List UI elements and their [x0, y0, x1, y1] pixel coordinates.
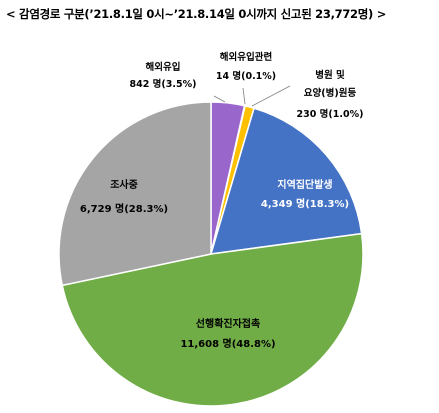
- slice-label-josa: 조사중: [110, 178, 138, 191]
- leader-line-hospital: [251, 85, 291, 107]
- slice-label-gwanryeon: 해외유입관련: [220, 51, 272, 63]
- slice-label-jiyeok: 지역집단발생: [277, 178, 332, 191]
- chart-title: < 감염경로 구분(’21.8.1일 0시~’21.8.14일 0시까지 신고된…: [6, 7, 387, 21]
- slice-label-hospital-line2: 요양(병)원등: [304, 87, 357, 99]
- leader-line-haeoe: [213, 95, 226, 103]
- leader-line-gwanryeon: [242, 87, 246, 105]
- slice-value-jiyeok: 4,349 명(18.3%): [261, 197, 349, 210]
- slice-label-seonhaeng: 선행확진자접촉: [196, 317, 260, 330]
- slice-value-josa: 6,729 명(28.3%): [80, 202, 168, 215]
- slice-jiyeok: [209, 107, 363, 255]
- slice-value-haeoe: 842 명(3.5%): [130, 78, 197, 90]
- slice-seonhaeng: [61, 232, 364, 407]
- slice-josa: [58, 101, 212, 287]
- slice-value-gwanryeon: 14 명(0.1%): [216, 70, 276, 82]
- slice-label-haeoe: 해외유입: [146, 61, 181, 73]
- slice-label-hospital-line1: 병원 및: [315, 69, 345, 81]
- slice-value-hospital: 230 명(1.0%): [297, 108, 364, 120]
- slice-value-seonhaeng: 11,608 명(48.8%): [180, 337, 275, 350]
